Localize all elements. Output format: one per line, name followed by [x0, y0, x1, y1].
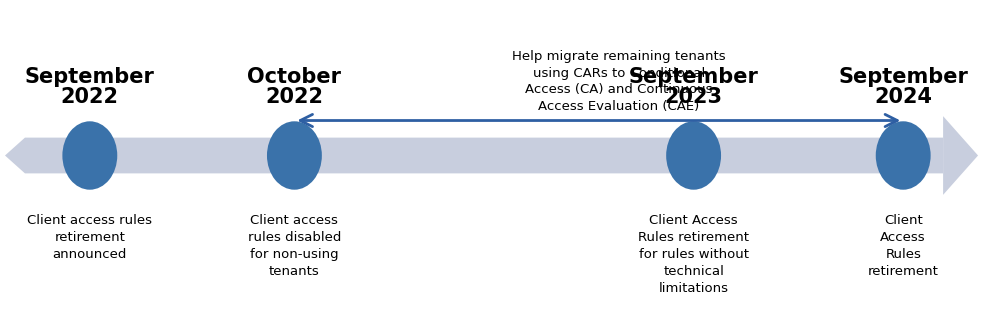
Ellipse shape: [62, 121, 117, 190]
Text: October
2022: October 2022: [248, 67, 341, 106]
Text: September
2024: September 2024: [838, 67, 968, 106]
Polygon shape: [943, 116, 978, 195]
Ellipse shape: [876, 121, 930, 190]
Ellipse shape: [666, 121, 721, 190]
Text: Client access rules
retirement
announced: Client access rules retirement announced: [27, 214, 153, 261]
Text: Client access
rules disabled
for non-using
tenants: Client access rules disabled for non-usi…: [248, 214, 341, 278]
Text: September
2023: September 2023: [629, 67, 758, 106]
Text: Client Access
Rules retirement
for rules without
technical
limitations: Client Access Rules retirement for rules…: [638, 214, 749, 295]
Text: Client
Access
Rules
retirement: Client Access Rules retirement: [867, 214, 939, 278]
Polygon shape: [5, 137, 943, 174]
Text: Help migrate remaining tenants
using CARs to Conditional
Access (CA) and Continu: Help migrate remaining tenants using CAR…: [512, 50, 726, 113]
Text: September
2022: September 2022: [25, 67, 155, 106]
Ellipse shape: [266, 121, 321, 190]
